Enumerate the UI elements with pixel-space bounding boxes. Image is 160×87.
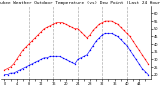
Title: Milwaukee Weather Outdoor Temperature (vs) Dew Point (Last 24 Hours): Milwaukee Weather Outdoor Temperature (v… [0, 1, 160, 5]
